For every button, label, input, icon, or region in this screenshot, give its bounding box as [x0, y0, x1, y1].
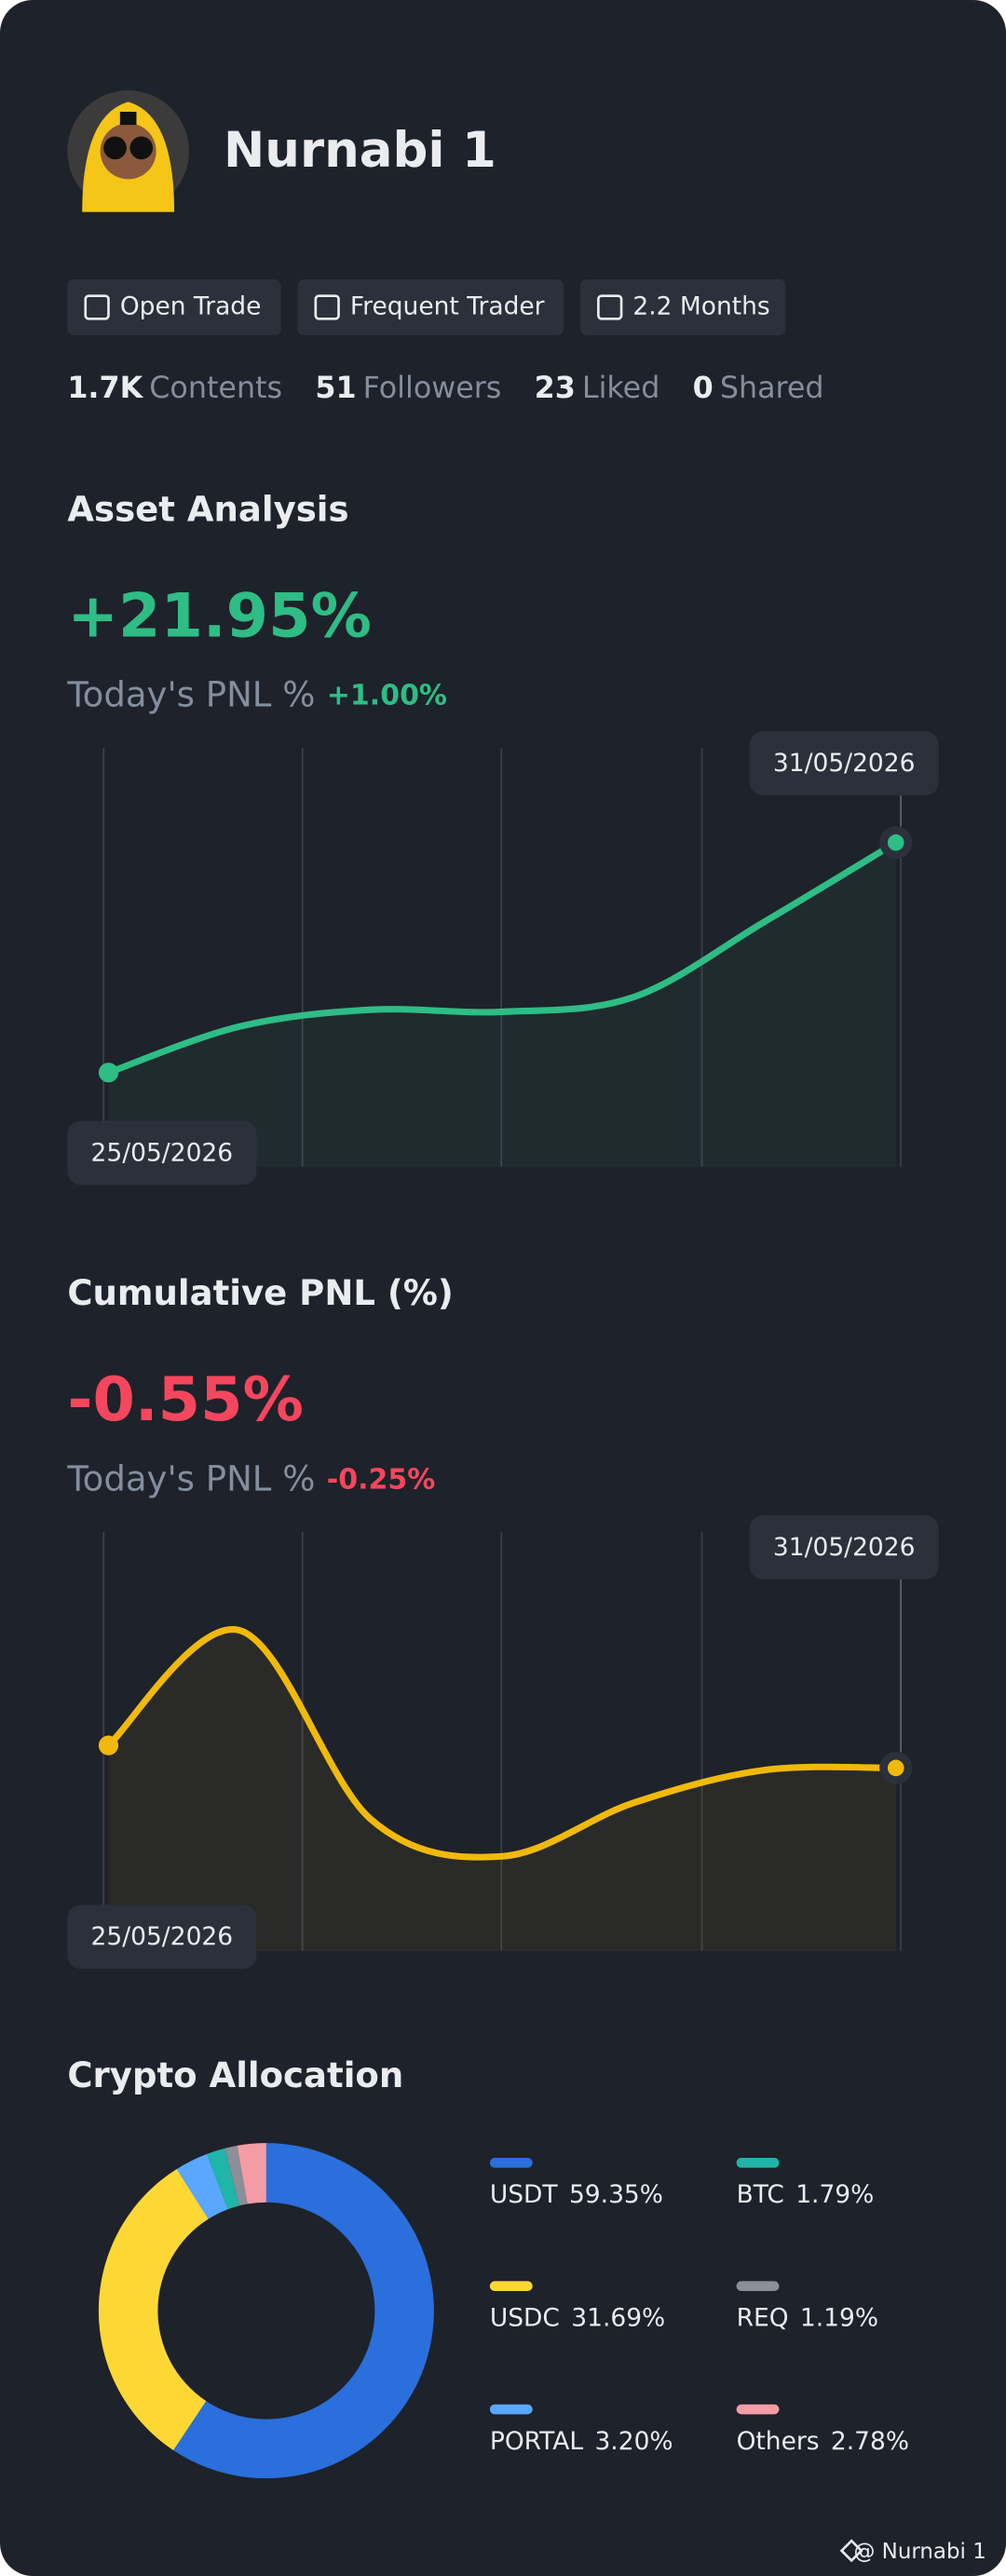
date-bubble [749, 1515, 939, 1579]
stat-value: 23 [535, 372, 576, 405]
avatar [67, 90, 189, 212]
legend-swatch [489, 2404, 533, 2415]
legend-value: 59.35% [569, 2180, 663, 2209]
start-point [98, 1735, 119, 1756]
stat-label: Followers [363, 372, 502, 405]
tag-icon [597, 294, 623, 320]
tag-label: Frequent Trader [350, 291, 545, 320]
end-date: 31/05/2026 [773, 1533, 916, 1562]
date-bubble [67, 1120, 257, 1186]
legend-name: USDT [490, 2180, 559, 2209]
pnl-change: +1.00% [327, 680, 447, 712]
pnl-caption: Today's PNL % [66, 675, 315, 715]
headline-value: -0.55% [67, 1364, 304, 1435]
section-title: Asset Analysis [67, 489, 348, 529]
line-series [104, 1626, 900, 1861]
pnl-caption: Today's PNL % [66, 1459, 315, 1499]
legend-value: 2.78% [831, 2427, 909, 2456]
legend-value: 31.69% [571, 2304, 665, 2333]
tag-label: 2.2 Months [632, 291, 769, 320]
legend-value: 3.20% [594, 2427, 673, 2456]
legend-swatch [736, 2158, 780, 2168]
legend-name: USDC [490, 2304, 560, 2333]
legend-value: 1.19% [800, 2304, 878, 2333]
donut-slice [176, 2153, 228, 2219]
stat-label: Contents [149, 372, 282, 405]
legend-name: PORTAL [490, 2427, 583, 2456]
tag-icon [84, 294, 110, 320]
legend-swatch [736, 2281, 780, 2291]
watermark: @ Nurnabi 1 [853, 2540, 986, 2564]
legend-swatch [489, 2158, 533, 2168]
line-area [108, 842, 896, 1167]
donut-slice [173, 2143, 434, 2479]
section-title: Crypto Allocation [67, 2055, 403, 2095]
date-bubble [749, 731, 939, 796]
legend-name: Others [737, 2427, 820, 2456]
headline-value: +21.95% [67, 580, 372, 651]
pnl-change: -0.25% [327, 1464, 436, 1497]
donut-slice [237, 2143, 266, 2204]
end-point [887, 1759, 904, 1777]
user-name: Nurnabi 1 [224, 122, 496, 179]
tag-icon [314, 294, 340, 320]
tag-chip [297, 279, 564, 335]
legend-swatch [736, 2404, 780, 2415]
date-bubble [67, 1905, 257, 1970]
stat-label: Liked [582, 372, 659, 405]
donut-slice [224, 2145, 248, 2206]
legend-name: BTC [737, 2180, 784, 2209]
stat-value: 0 [693, 372, 714, 405]
legend-swatch [489, 2281, 533, 2291]
stat-value: 51 [315, 372, 356, 405]
tag-chip [579, 279, 786, 335]
end-point [887, 834, 904, 851]
start-date: 25/05/2026 [91, 1922, 234, 1951]
donut-slice [207, 2148, 240, 2210]
stat-label: Shared [720, 372, 824, 405]
line-series [104, 839, 900, 1077]
start-point [98, 1063, 119, 1083]
section-title: Cumulative PNL (%) [67, 1273, 453, 1313]
start-date: 25/05/2026 [91, 1138, 234, 1167]
legend-name: REQ [737, 2304, 789, 2333]
stat-value: 1.7K [67, 372, 143, 405]
watermark-logo [839, 2539, 863, 2563]
tag-label: Open Trade [120, 291, 262, 320]
line-area [108, 1629, 896, 1951]
donut-slice [98, 2168, 209, 2450]
legend-value: 1.79% [795, 2180, 874, 2209]
tag-chip [67, 279, 281, 335]
end-date: 31/05/2026 [773, 749, 916, 778]
